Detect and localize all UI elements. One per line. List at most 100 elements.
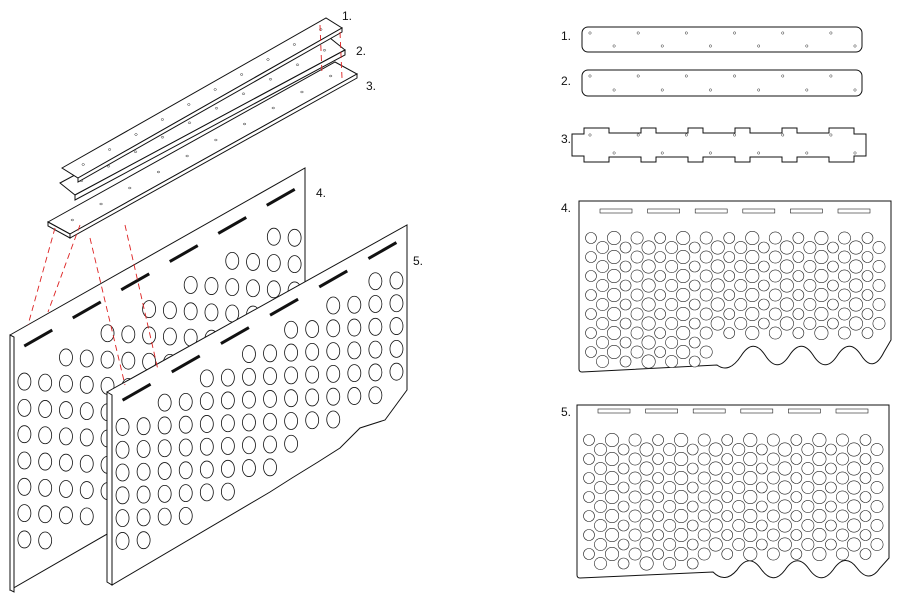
circle-hole xyxy=(596,298,609,311)
circle-hole xyxy=(676,344,691,359)
circle-hole xyxy=(663,519,677,532)
circle-hole xyxy=(801,462,815,475)
iso-strip-3 xyxy=(46,61,359,239)
circle-hole xyxy=(674,508,689,523)
pin-hole xyxy=(185,154,189,158)
circle-hole xyxy=(242,459,256,477)
circle-hole xyxy=(641,335,656,350)
circle-hole xyxy=(596,241,609,254)
pin-hole xyxy=(99,202,103,206)
circle-hole xyxy=(585,270,597,282)
circle-hole xyxy=(872,317,886,330)
circle-hole xyxy=(628,452,642,466)
pin-hole xyxy=(588,133,592,137)
circle-hole xyxy=(594,538,607,551)
circle-hole xyxy=(861,327,874,339)
circle-hole xyxy=(734,241,748,254)
circle-hole xyxy=(721,491,734,503)
circle-hole xyxy=(846,537,861,552)
circle-hole xyxy=(630,288,644,302)
circle-hole xyxy=(59,401,73,419)
circle-hole xyxy=(136,485,151,504)
circle-hole xyxy=(654,270,666,282)
circle-hole xyxy=(665,336,679,349)
flat-label-4: 4. xyxy=(561,201,571,215)
circle-hole xyxy=(755,538,768,551)
circle-hole xyxy=(827,241,839,254)
circle-hole xyxy=(347,318,362,337)
circle-hole xyxy=(812,432,827,447)
circle-hole xyxy=(654,346,666,358)
circle-hole xyxy=(861,308,874,320)
pin-hole xyxy=(160,136,165,139)
circle-hole xyxy=(38,505,53,524)
circle-hole xyxy=(686,500,699,513)
circle-hole xyxy=(619,355,632,368)
circle-hole xyxy=(115,418,130,436)
circle-hole xyxy=(619,279,632,292)
isometric-exploded-view: 1. 2. 3. 4. 5. xyxy=(9,9,423,593)
circle-hole xyxy=(654,232,666,244)
circle-hole xyxy=(766,452,780,466)
circle-hole xyxy=(100,324,115,343)
circle-hole xyxy=(743,451,758,466)
circle-hole xyxy=(674,489,689,504)
flat-part-2-outline xyxy=(581,69,863,97)
circle-hole xyxy=(583,548,595,560)
circle-hole xyxy=(162,301,177,320)
circle-hole xyxy=(801,481,815,494)
pin-hole xyxy=(214,107,219,110)
circle-hole xyxy=(755,462,768,475)
circle-hole xyxy=(734,260,748,273)
circle-hole xyxy=(157,462,172,480)
circle-hole xyxy=(199,460,214,479)
circle-hole xyxy=(617,481,630,494)
circle-hole xyxy=(870,462,884,475)
circle-hole xyxy=(225,278,240,297)
circle-hole xyxy=(676,325,691,340)
circle-hole xyxy=(121,351,136,370)
circle-hole xyxy=(755,443,768,456)
guide-line xyxy=(27,227,56,326)
pin-hole xyxy=(292,43,296,46)
circle-hole xyxy=(803,260,817,273)
pin-hole xyxy=(733,74,736,78)
circle-hole xyxy=(639,556,654,571)
circle-hole xyxy=(605,508,620,523)
circle-hole xyxy=(779,259,794,274)
circle-hole xyxy=(630,250,644,264)
circle-hole xyxy=(755,519,768,532)
circle-hole xyxy=(838,231,851,245)
circle-hole xyxy=(266,227,281,246)
circle-hole xyxy=(79,454,94,473)
circle-hole xyxy=(665,317,679,330)
circle-hole xyxy=(732,519,746,532)
circle-hole xyxy=(676,287,691,302)
circle-hole xyxy=(136,417,151,436)
iso-label-2: 2. xyxy=(356,44,366,58)
guide-line xyxy=(47,224,81,313)
flat-label-2: 2. xyxy=(561,74,571,88)
circle-hole xyxy=(803,317,817,330)
slot xyxy=(837,208,871,214)
circle-hole xyxy=(583,529,595,541)
circle-hole xyxy=(38,426,53,445)
circle-hole xyxy=(861,232,874,244)
circle-hole xyxy=(17,451,32,470)
circle-hole xyxy=(803,279,817,292)
circle-hole xyxy=(688,355,701,368)
circle-hole xyxy=(836,509,849,523)
slot xyxy=(740,408,774,414)
circle-hole xyxy=(861,270,874,282)
circle-hole xyxy=(732,481,746,494)
circle-hole xyxy=(663,443,677,456)
slot xyxy=(645,408,678,414)
circle-hole xyxy=(284,389,299,408)
circle-hole xyxy=(284,412,299,430)
circle-hole xyxy=(825,538,837,551)
pin-hole xyxy=(243,122,247,126)
circle-hole xyxy=(674,546,689,561)
circle-hole xyxy=(263,458,277,477)
circle-hole xyxy=(846,518,861,533)
circle-hole xyxy=(628,547,642,561)
